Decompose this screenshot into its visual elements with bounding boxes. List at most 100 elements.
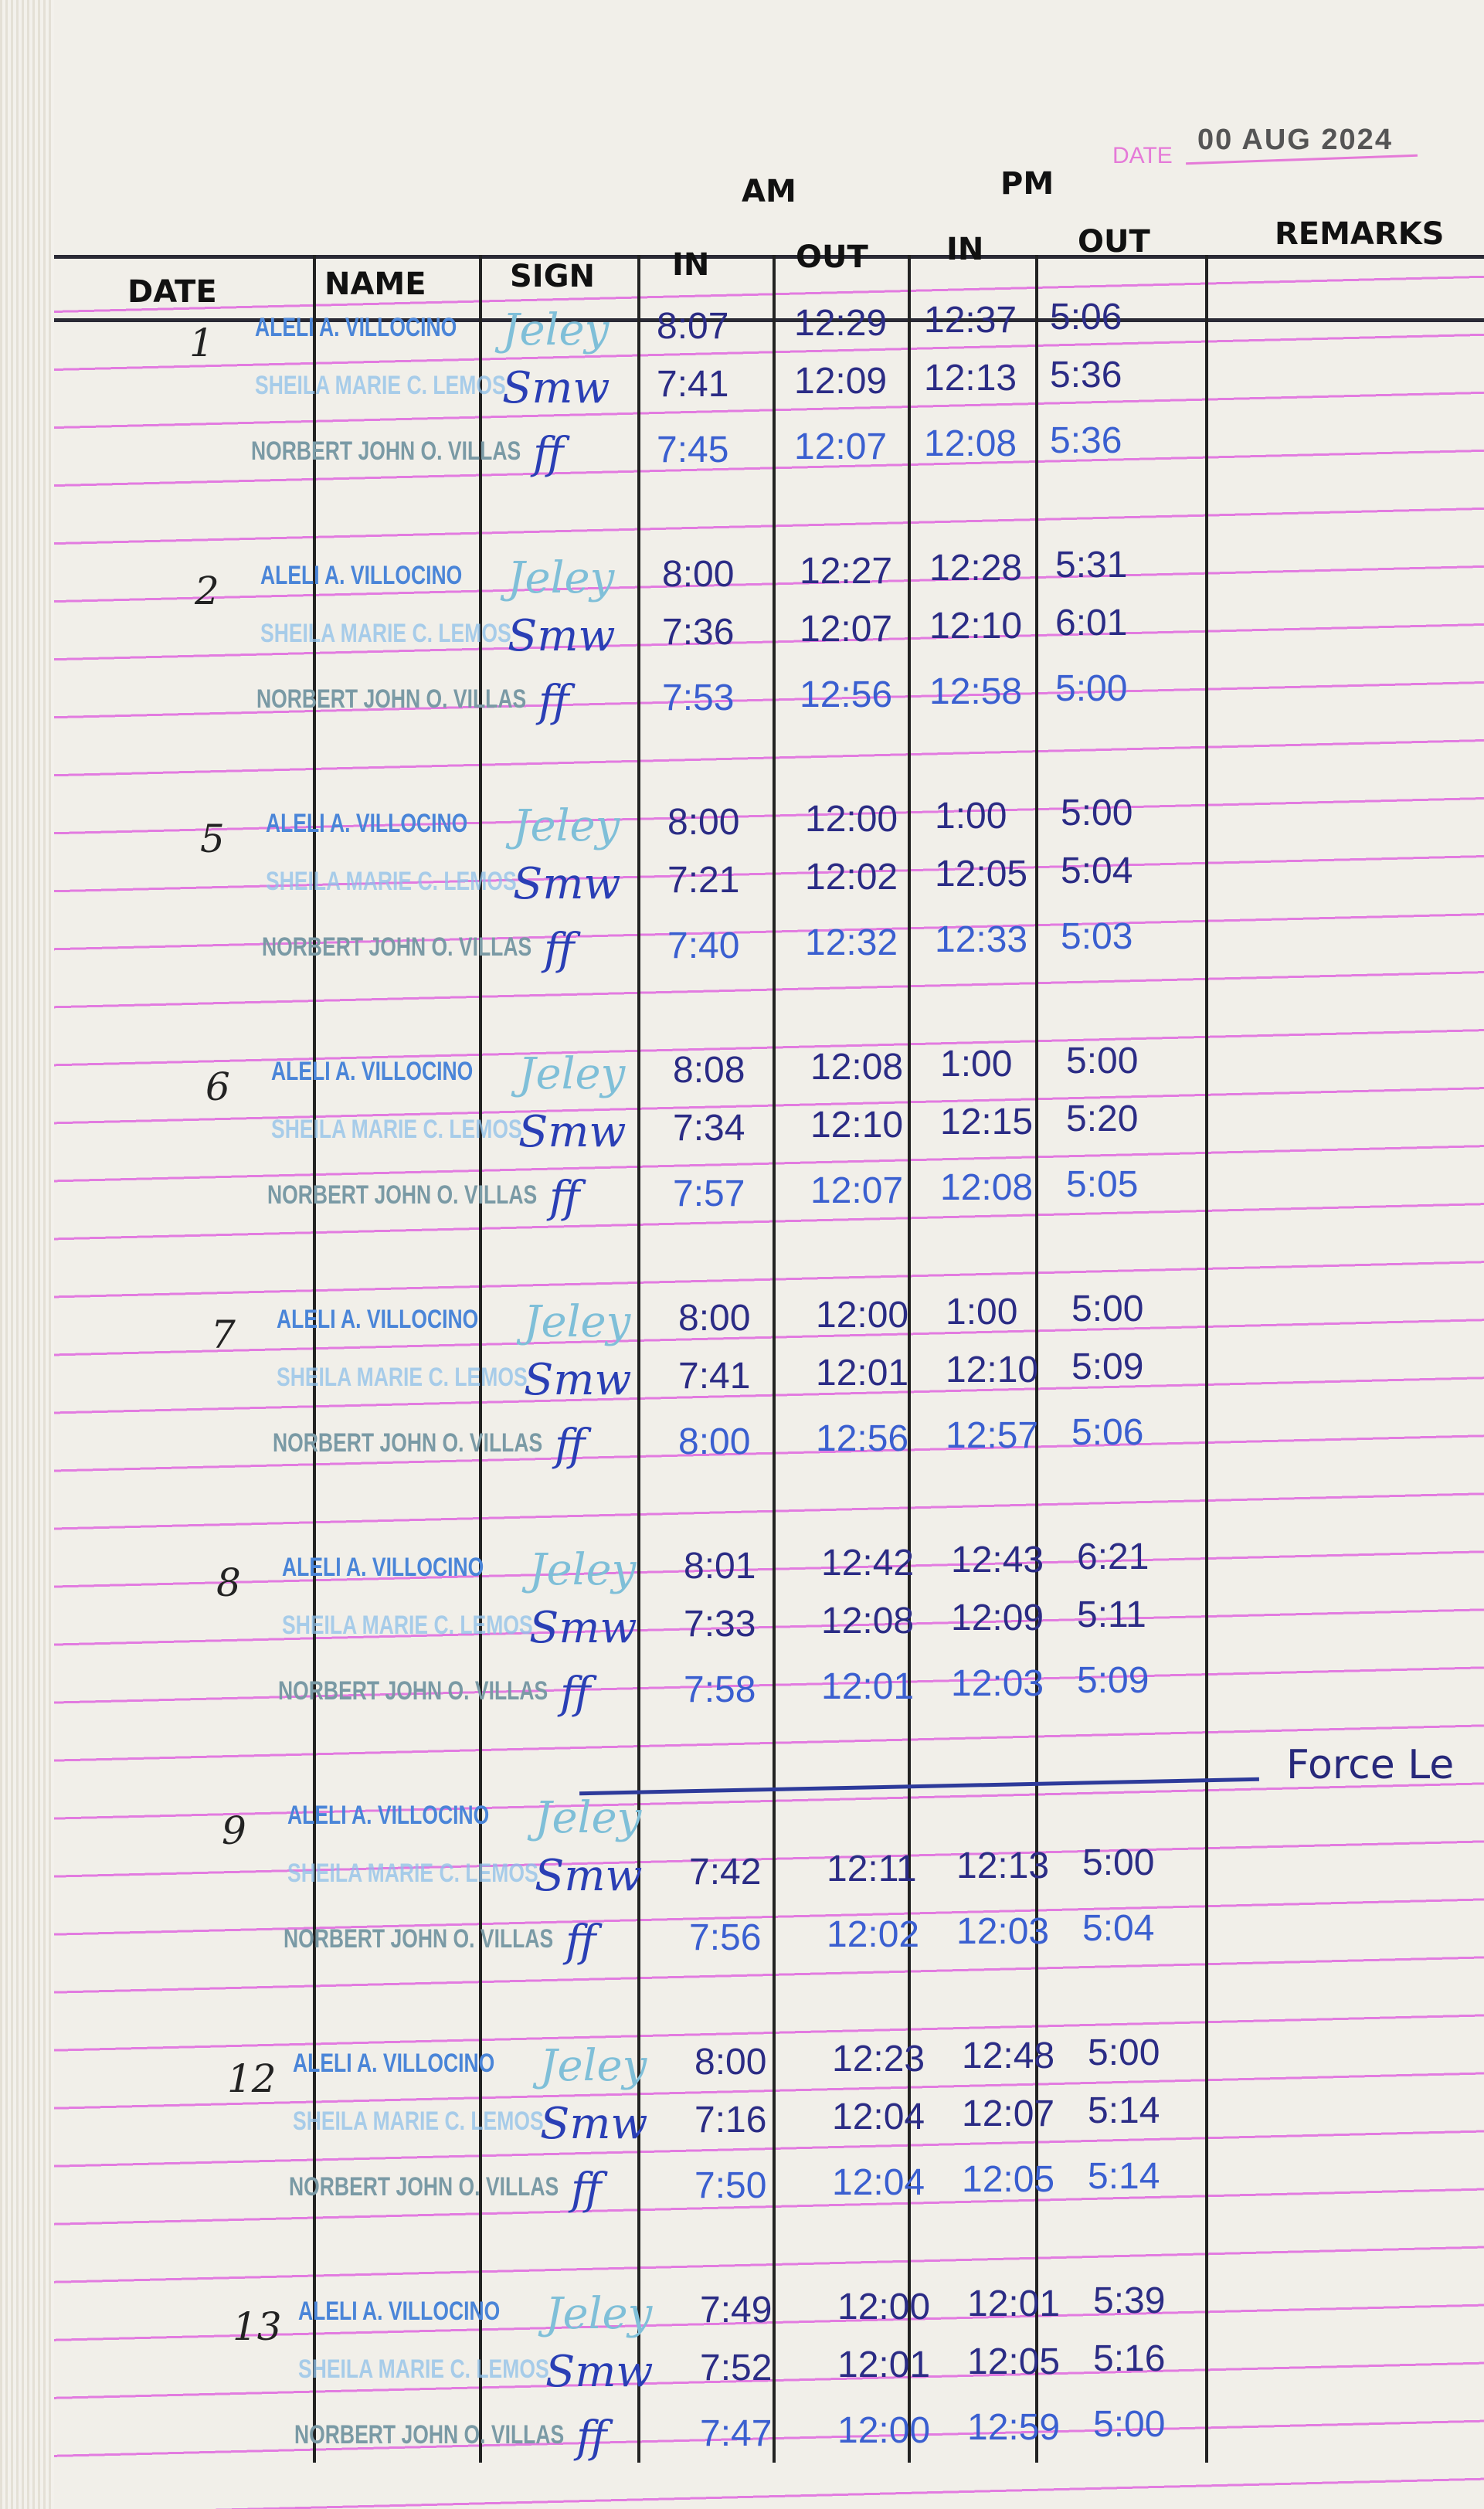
- col-pm-in: IN: [946, 232, 984, 267]
- time-cell: 12:00: [816, 1295, 909, 1336]
- entry-day: 2: [195, 569, 219, 613]
- time-cell: 6:21: [1077, 1536, 1150, 1577]
- time-cell: 5:00: [1071, 1288, 1144, 1329]
- time-cell: 8:00: [662, 554, 735, 595]
- time-cell: 12:05: [962, 2159, 1055, 2200]
- time-cell: 12:00: [837, 2410, 931, 2451]
- entry-name: NORBERT JOHN O. VILLAS: [284, 1924, 554, 1954]
- time-cell: 12:56: [816, 1418, 909, 1459]
- col-am-in: IN: [672, 247, 710, 283]
- signature: ff: [576, 2412, 607, 2463]
- divider: [773, 255, 776, 2463]
- entry-name: SHEILA MARIE C. LEMOS: [287, 1859, 538, 1888]
- entry-day: 6: [205, 1064, 230, 1109]
- time-cell: 8:00: [694, 2042, 767, 2083]
- time-cell: 12:10: [810, 1105, 904, 1146]
- signature: Smw: [502, 363, 610, 413]
- pm-header: PM: [1000, 166, 1054, 202]
- time-cell: 12:27: [800, 551, 893, 592]
- signature: Smw: [524, 1355, 632, 1405]
- header-top-line: [54, 255, 1484, 259]
- time-cell: 5:00: [1088, 2032, 1160, 2073]
- time-cell: 6:01: [1055, 603, 1128, 643]
- time-cell: 12:08: [821, 1601, 915, 1642]
- entry-name: SHEILA MARIE C. LEMOS: [298, 2355, 549, 2384]
- time-cell: 5:20: [1066, 1098, 1139, 1139]
- entry-name: NORBERT JOHN O. VILLAS: [273, 1428, 543, 1458]
- time-cell: 5:00: [1093, 2404, 1166, 2445]
- col-sign: SIGN: [510, 259, 595, 294]
- time-cell: 12:04: [832, 2096, 925, 2137]
- time-cell: 12:07: [962, 2093, 1055, 2134]
- entry-day: 13: [233, 2304, 282, 2349]
- ruled-lines: [54, 255, 1484, 2509]
- time-cell: 12:09: [951, 1597, 1044, 1638]
- time-cell: 12:05: [967, 2341, 1061, 2382]
- time-cell: 12:08: [924, 423, 1017, 464]
- time-cell: 12:02: [827, 1914, 920, 1955]
- divider: [1035, 255, 1038, 2463]
- time-cell: 12:08: [810, 1047, 904, 1088]
- entry-name: SHEILA MARIE C. LEMOS: [266, 867, 517, 896]
- time-cell: 5:09: [1077, 1660, 1150, 1701]
- time-cell: 12:00: [837, 2287, 931, 2327]
- time-cell: 8:01: [684, 1546, 756, 1587]
- time-cell: 5:36: [1050, 420, 1122, 461]
- time-cell: 5:36: [1050, 355, 1122, 396]
- signature: Smw: [535, 1851, 643, 1901]
- time-cell: 8:08: [673, 1050, 745, 1091]
- entry-name: ALELI A. VILLOCINO: [293, 2049, 495, 2078]
- signature: ff: [560, 1669, 591, 1719]
- time-cell: 12:42: [821, 1543, 915, 1584]
- time-cell: 7:53: [662, 677, 735, 718]
- time-cell: 12:03: [956, 1911, 1050, 1952]
- time-cell: 5:04: [1061, 850, 1133, 891]
- time-cell: 12:13: [956, 1845, 1050, 1886]
- signature: ff: [544, 925, 575, 975]
- signature: ff: [555, 1421, 586, 1471]
- signature: Smw: [518, 1107, 627, 1157]
- time-cell: 7:47: [700, 2413, 773, 2454]
- entry-name: NORBERT JOHN O. VILLAS: [267, 1180, 538, 1210]
- time-cell: 12:48: [962, 2035, 1055, 2076]
- signature: ff: [565, 1917, 596, 1967]
- time-cell: 12:10: [946, 1350, 1039, 1390]
- signature: Smw: [529, 1603, 637, 1653]
- time-cell: 12:03: [951, 1663, 1044, 1704]
- am-header: AM: [742, 174, 796, 209]
- col-pm-out: OUT: [1078, 224, 1150, 260]
- time-cell: 7:52: [700, 2348, 773, 2388]
- time-cell: 7:58: [684, 1669, 756, 1710]
- time-cell: 12:28: [929, 548, 1023, 589]
- entry-name: NORBERT JOHN O. VILLAS: [289, 2172, 559, 2202]
- time-cell: 12:02: [805, 857, 898, 898]
- entry-name: SHEILA MARIE C. LEMOS: [255, 371, 506, 400]
- entry-name: ALELI A. VILLOCINO: [255, 313, 457, 342]
- time-cell: 7:57: [673, 1173, 745, 1214]
- time-cell: 1:00: [935, 796, 1007, 837]
- time-cell: 12:59: [967, 2407, 1061, 2448]
- stamp-date-label: DATE: [1112, 143, 1173, 168]
- entry-name: ALELI A. VILLOCINO: [260, 561, 463, 590]
- time-cell: 7:16: [694, 2100, 767, 2141]
- col-remarks: REMARKS: [1275, 216, 1445, 252]
- entry-name: ALELI A. VILLOCINO: [298, 2297, 501, 2326]
- entry-name: NORBERT JOHN O. VILLAS: [251, 436, 521, 466]
- entry-name: NORBERT JOHN O. VILLAS: [294, 2420, 565, 2450]
- stamp-date-value: 00 AUG 2024: [1197, 124, 1393, 156]
- time-cell: 7:56: [689, 1917, 762, 1958]
- signature: Jeley: [518, 1049, 626, 1099]
- time-cell: 12:15: [940, 1102, 1034, 1142]
- time-cell: 5:03: [1061, 916, 1133, 957]
- time-cell: 12:33: [935, 919, 1028, 960]
- time-cell: 5:00: [1082, 1842, 1155, 1883]
- time-cell: 1:00: [946, 1292, 1018, 1333]
- time-cell: 5:04: [1082, 1908, 1155, 1949]
- time-cell: 5:00: [1066, 1041, 1139, 1081]
- time-cell: 12:58: [929, 671, 1023, 712]
- signature: Jeley: [529, 1545, 637, 1595]
- page-edge: [0, 0, 54, 2509]
- entry-day: 1: [189, 321, 214, 365]
- entry-name: ALELI A. VILLOCINO: [271, 1057, 474, 1086]
- time-cell: 8:00: [667, 802, 740, 843]
